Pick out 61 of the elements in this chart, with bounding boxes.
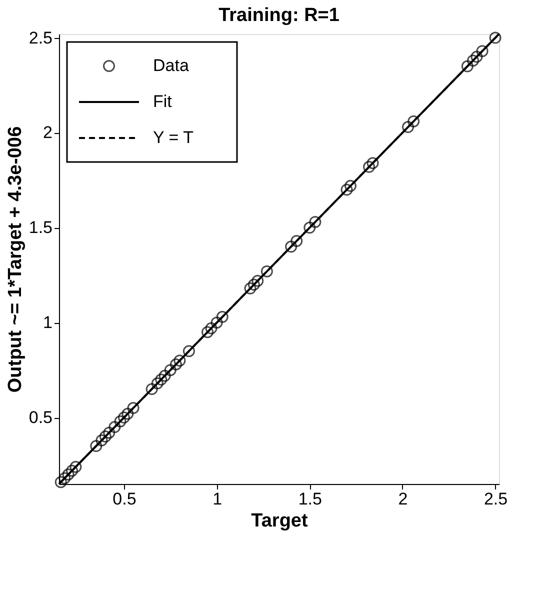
point: [70, 460, 82, 473]
point: [122, 408, 134, 420]
x-tick-label: 2.5: [484, 490, 508, 508]
point: [103, 426, 116, 439]
point: [340, 184, 353, 196]
y-tick-label: 0.5: [28, 408, 52, 428]
x-tick-label: 1.5: [298, 490, 322, 508]
point: [99, 430, 112, 443]
point: [114, 415, 126, 428]
point: [155, 374, 168, 386]
point: [489, 32, 502, 44]
point: [408, 115, 420, 128]
point: [461, 60, 474, 72]
chart-title: Training: R=1: [218, 4, 340, 26]
point: [170, 358, 182, 370]
y-tick-label: 2.5: [28, 28, 52, 48]
legend-label: Data: [153, 56, 190, 75]
point: [127, 402, 140, 414]
point: [182, 345, 195, 358]
legend-label: Y = T: [153, 128, 194, 147]
y-tick-label: 2: [43, 123, 52, 142]
point: [248, 278, 260, 291]
y-tick-label: 1.5: [28, 218, 52, 238]
y-tick-label: 1: [43, 313, 52, 332]
point: [66, 464, 78, 477]
point: [58, 472, 71, 484]
point: [366, 157, 379, 170]
point: [470, 50, 483, 63]
point: [476, 45, 488, 58]
x-axis-title: Target: [251, 510, 308, 532]
point: [62, 468, 74, 480]
x-tick-label: 1: [212, 490, 222, 508]
point: [290, 234, 303, 247]
point: [118, 412, 130, 424]
point: [90, 440, 102, 452]
point: [96, 434, 108, 446]
point: [252, 274, 264, 287]
point: [202, 326, 214, 338]
point: [363, 160, 376, 173]
point: [108, 421, 121, 434]
point: [210, 316, 223, 329]
point: [205, 322, 218, 334]
point: [151, 377, 164, 390]
point: [402, 121, 414, 134]
point: [309, 216, 322, 228]
point: [467, 54, 479, 67]
point: [244, 282, 256, 294]
legend-label: Fit: [153, 92, 172, 111]
point: [260, 265, 273, 278]
point: [304, 222, 316, 234]
point: [344, 180, 356, 192]
point: [164, 364, 176, 376]
point: [54, 476, 67, 488]
x-tick-label: 2: [398, 490, 408, 508]
point: [158, 370, 171, 382]
point: [285, 240, 298, 253]
x-tick-label: 0.5: [112, 490, 136, 508]
point: [174, 354, 186, 367]
point: [216, 310, 228, 323]
y-axis-title: Output ~= 1*Target + 4.3e-006: [4, 126, 26, 393]
point: [146, 383, 158, 396]
